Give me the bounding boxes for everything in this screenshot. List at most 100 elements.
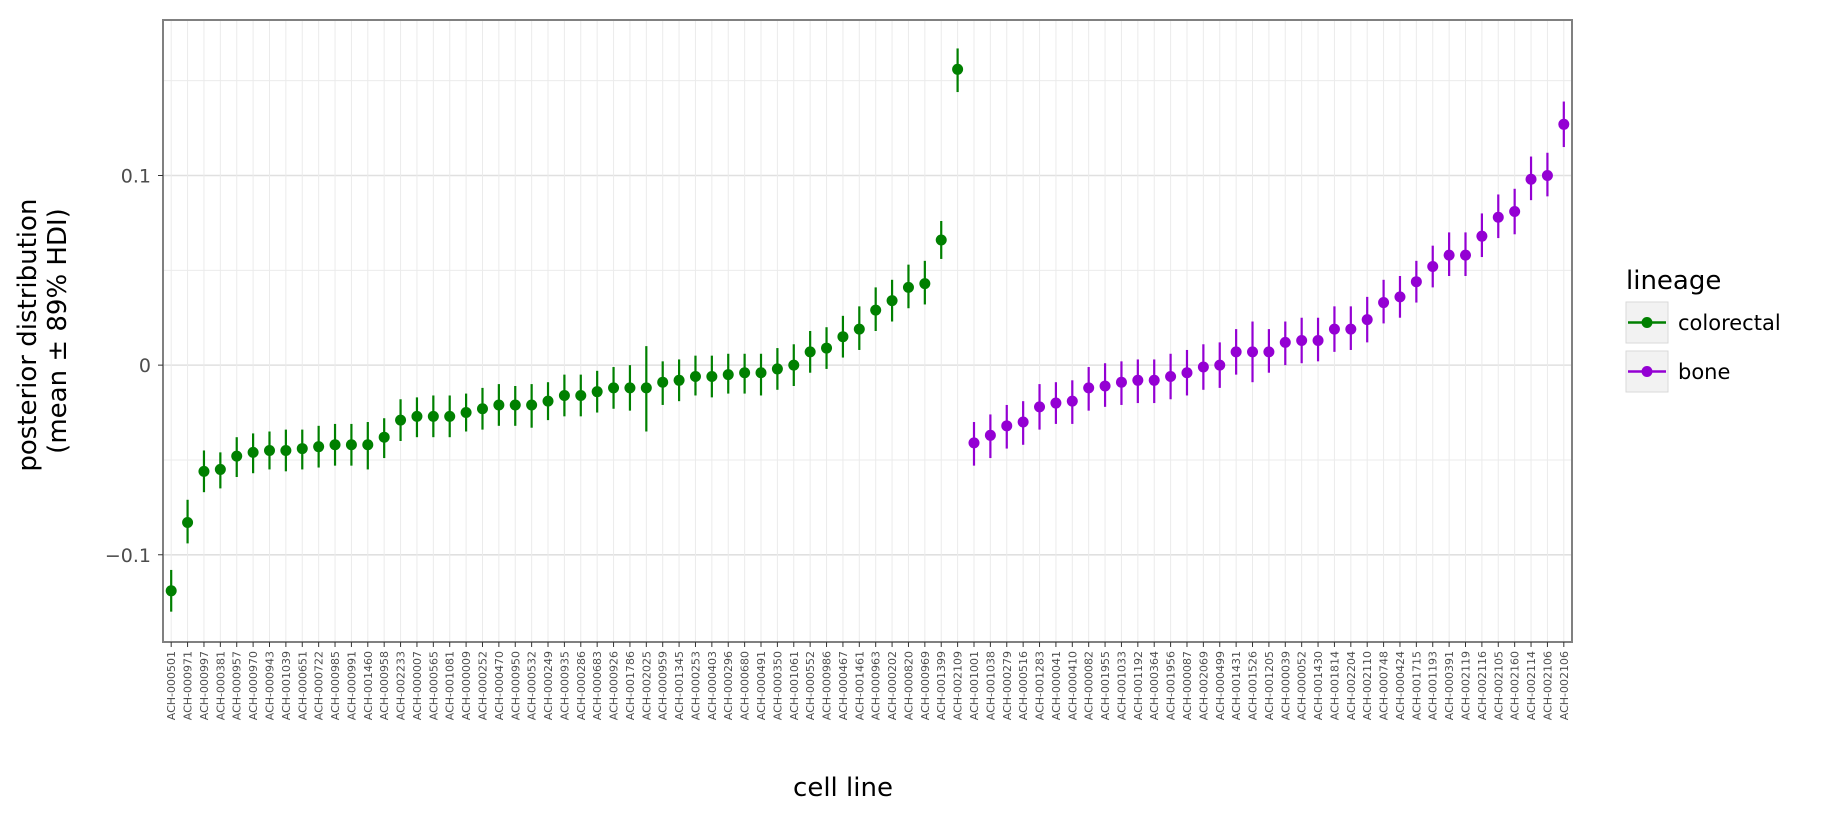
- data-point: [1034, 401, 1046, 413]
- x-tick-label: ACH-001955: [1099, 651, 1112, 720]
- y-tick-label: 0.1: [121, 166, 151, 188]
- data-point: [214, 463, 226, 475]
- data-point: [558, 389, 570, 401]
- data-point: [739, 367, 751, 379]
- data-point: [1492, 211, 1504, 223]
- x-tick-label: ACH-000470: [493, 651, 506, 720]
- x-tick-label: ACH-002109: [952, 651, 965, 720]
- y-axis-title-line-1: posterior distribution: [13, 199, 43, 472]
- data-point: [411, 410, 423, 422]
- x-tick-label: ACH-001061: [788, 651, 801, 720]
- x-tick-label: ACH-001038: [984, 651, 997, 720]
- data-point: [1050, 397, 1062, 409]
- data-point: [853, 323, 865, 335]
- x-tick-label: ACH-000651: [296, 651, 309, 720]
- legend-item: colorectal: [1625, 301, 1781, 344]
- panel-border: [162, 19, 1573, 643]
- x-tick-label: ACH-000722: [313, 651, 326, 720]
- x-tick-label: ACH-001081: [444, 651, 457, 720]
- data-marks: [165, 48, 1570, 612]
- panel-background: [163, 20, 1572, 642]
- data-point: [1017, 416, 1029, 428]
- data-point: [296, 443, 308, 455]
- x-tick-label: ACH-000279: [1001, 651, 1014, 720]
- data-point: [1181, 367, 1193, 379]
- data-point: [1394, 291, 1406, 303]
- data-point: [870, 304, 882, 316]
- data-point: [624, 382, 636, 394]
- y-tick-label: 0: [139, 355, 151, 377]
- data-point: [968, 437, 980, 449]
- x-tick-label: ACH-000991: [345, 651, 358, 720]
- data-point: [460, 407, 472, 419]
- legend-label: bone: [1678, 360, 1730, 384]
- x-tick-label: ACH-000532: [526, 651, 539, 720]
- data-point: [673, 374, 685, 386]
- x-tick-label: ACH-000041: [1050, 651, 1063, 720]
- x-tick-label: ACH-000950: [509, 651, 522, 720]
- x-tick-label: ACH-000970: [247, 651, 260, 720]
- data-point: [198, 465, 210, 477]
- x-tick-label: ACH-000381: [214, 651, 227, 720]
- x-tick-label: ACH-000007: [411, 651, 424, 720]
- plot-panel: [162, 19, 1573, 643]
- data-point: [1148, 374, 1160, 386]
- x-tick-label: ACH-000957: [231, 651, 244, 720]
- x-tick-label: ACH-000052: [1296, 651, 1309, 720]
- x-tick-label: ACH-001461: [853, 651, 866, 720]
- data-point: [1230, 346, 1242, 358]
- data-point: [493, 399, 505, 411]
- x-tick-label: ACH-001460: [362, 651, 375, 720]
- x-tick-label: ACH-000748: [1378, 651, 1391, 720]
- data-point: [804, 346, 816, 358]
- x-tick-label: ACH-002116: [1476, 651, 1489, 720]
- x-tick-label: ACH-000971: [182, 651, 195, 720]
- data-point: [1541, 170, 1553, 181]
- y-tick-label: −0.1: [105, 545, 151, 567]
- data-point: [984, 429, 996, 441]
- data-point: [345, 439, 357, 451]
- x-tick-label: ACH-001526: [1247, 651, 1260, 720]
- data-point: [182, 517, 194, 529]
- x-tick-label: ACH-000410: [1066, 651, 1079, 720]
- data-point: [935, 234, 947, 246]
- x-tick-label: ACH-001192: [1132, 651, 1145, 720]
- x-tick-label: ACH-000943: [263, 651, 276, 720]
- data-point: [902, 281, 914, 293]
- x-tick-label: ACH-000986: [821, 651, 834, 720]
- x-tick-label: ACH-000391: [1443, 651, 1456, 720]
- data-point: [1214, 359, 1226, 371]
- x-tick-label: ACH-001814: [1328, 651, 1341, 720]
- x-tick-label: ACH-000958: [378, 651, 391, 720]
- data-point: [1247, 346, 1259, 358]
- x-tick-label: ACH-000350: [771, 651, 784, 720]
- x-axis: ACH-000501 ACH-000971 ACH-000997 ACH-000381…: [165, 642, 1571, 720]
- data-point: [378, 431, 390, 443]
- legend-title: lineage: [1626, 266, 1721, 296]
- data-point: [1066, 395, 1078, 407]
- data-point: [952, 63, 964, 75]
- data-point: [231, 450, 243, 462]
- x-axis-title: cell line: [793, 773, 893, 803]
- data-point: [329, 439, 341, 451]
- data-point: [427, 410, 439, 422]
- x-tick-label: ACH-002105: [1492, 651, 1505, 720]
- data-point: [313, 441, 325, 453]
- x-tick-label: ACH-000565: [427, 651, 440, 720]
- x-tick-label: ACH-001786: [624, 651, 637, 720]
- data-point: [1558, 118, 1570, 130]
- x-tick-label: ACH-001283: [1034, 651, 1047, 720]
- data-point: [1509, 206, 1521, 218]
- x-tick-label: ACH-001033: [1115, 651, 1128, 720]
- x-tick-label: ACH-000997: [198, 651, 211, 720]
- x-tick-label: ACH-000501: [165, 651, 178, 720]
- data-point: [640, 382, 652, 394]
- x-tick-label: ACH-000039: [1279, 651, 1292, 720]
- x-tick-label: ACH-002119: [1460, 651, 1473, 720]
- x-tick-label: ACH-000683: [591, 651, 604, 720]
- x-tick-label: ACH-001430: [1312, 651, 1325, 720]
- legend-key-point: [1641, 366, 1653, 377]
- x-tick-label: ACH-002110: [1361, 651, 1374, 720]
- x-tick-label: ACH-001956: [1165, 651, 1178, 720]
